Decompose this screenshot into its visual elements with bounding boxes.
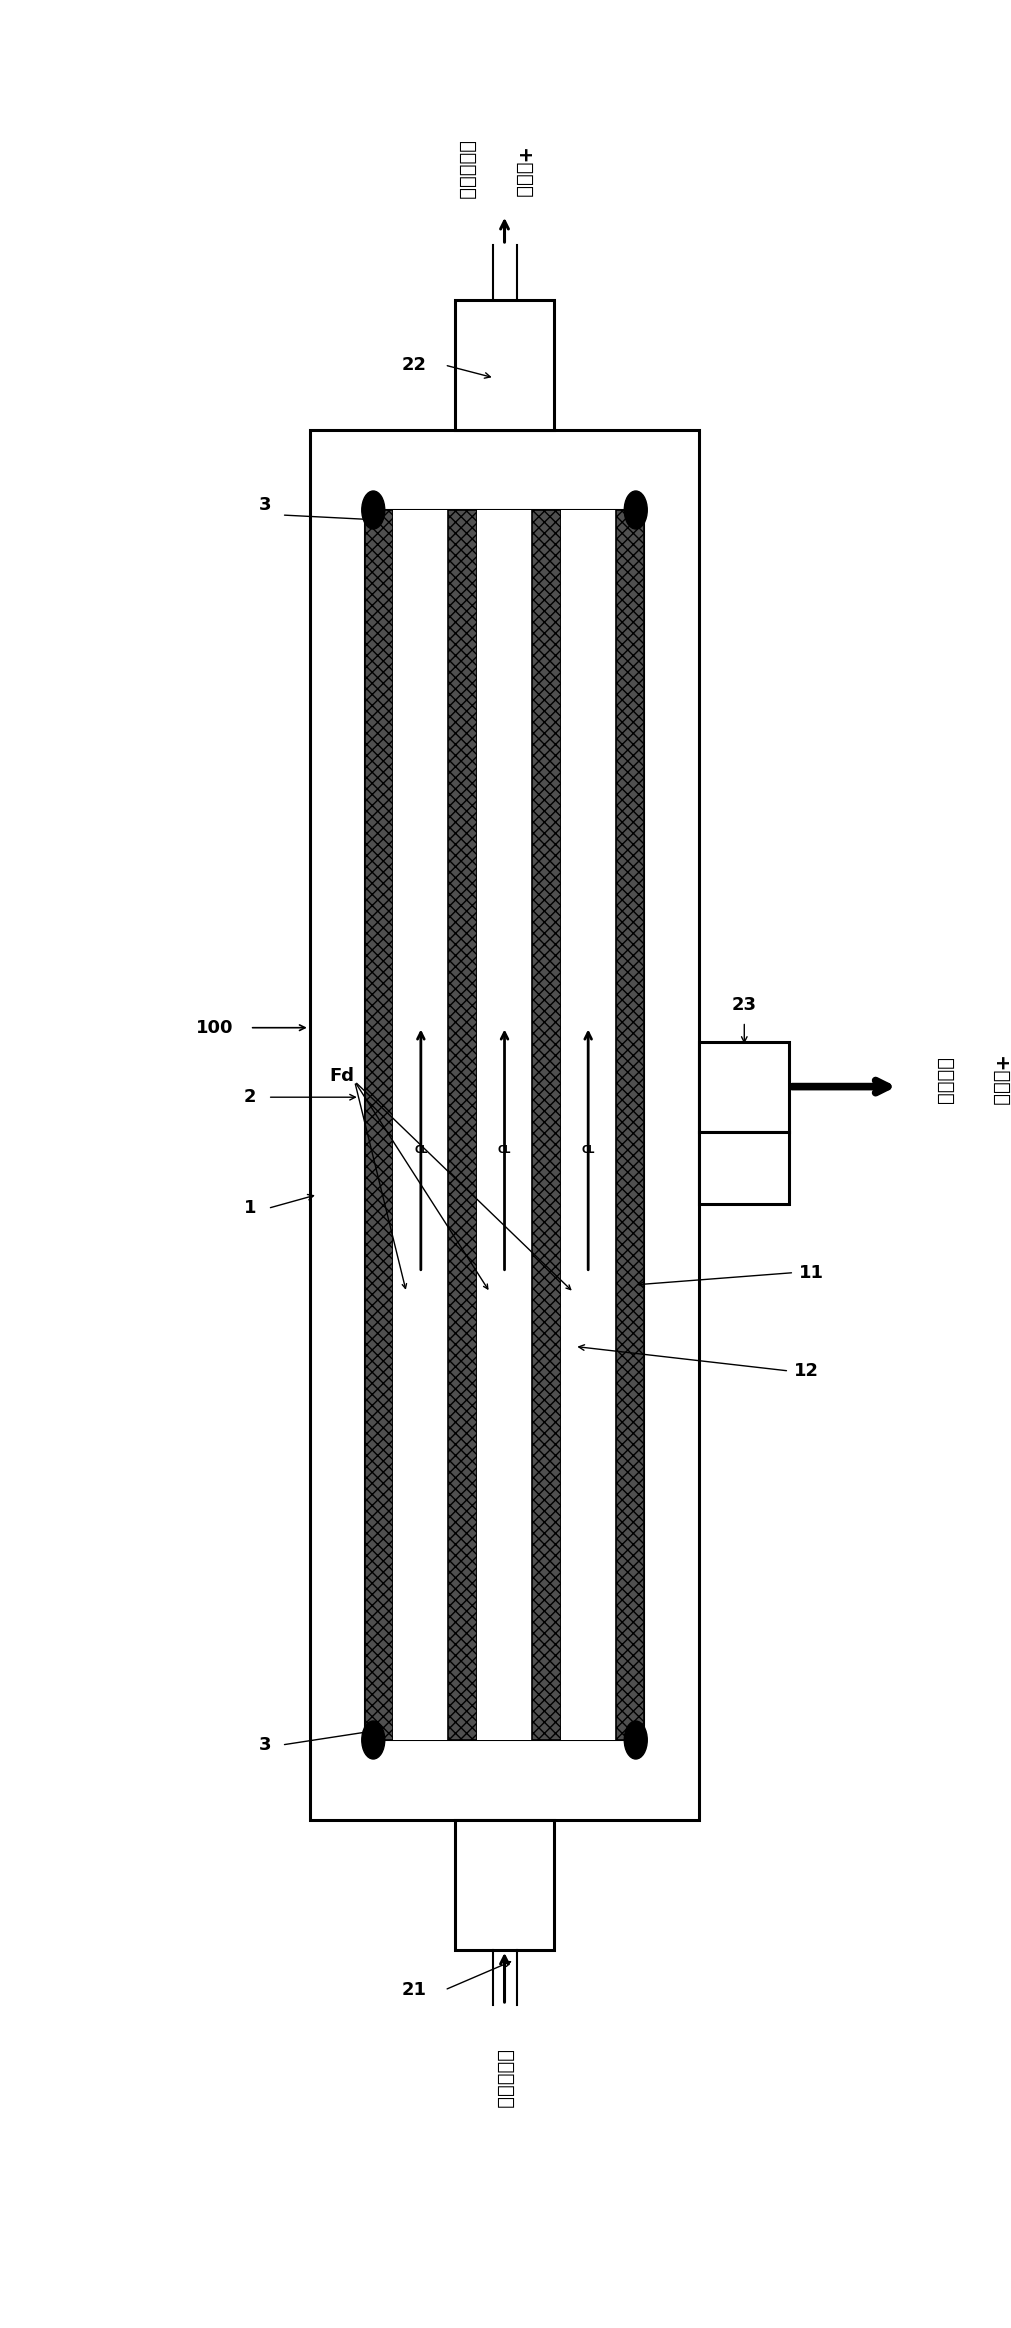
Text: 2: 2 bbox=[244, 1087, 256, 1106]
Bar bbox=[393, 510, 448, 1739]
Text: 22: 22 bbox=[401, 356, 427, 375]
Text: 干燥用气体: 干燥用气体 bbox=[495, 2051, 514, 2109]
Text: 23: 23 bbox=[732, 996, 757, 1013]
Bar bbox=[477, 510, 532, 1739]
Bar bbox=[700, 1041, 790, 1131]
Ellipse shape bbox=[362, 1720, 385, 1760]
Bar bbox=[455, 300, 554, 431]
Text: 透过气体: 透过气体 bbox=[934, 1059, 953, 1106]
Bar bbox=[700, 1131, 790, 1204]
Text: 12: 12 bbox=[795, 1362, 819, 1381]
Ellipse shape bbox=[624, 491, 647, 528]
Bar bbox=[455, 1820, 554, 1951]
Text: CL: CL bbox=[497, 1145, 512, 1155]
Text: Fd: Fd bbox=[330, 1066, 355, 1085]
Text: 3: 3 bbox=[259, 496, 271, 514]
Bar bbox=[616, 510, 644, 1739]
Text: 11: 11 bbox=[800, 1264, 824, 1283]
Text: CL: CL bbox=[415, 1145, 428, 1155]
Bar bbox=[561, 510, 616, 1739]
Ellipse shape bbox=[624, 1720, 647, 1760]
Bar bbox=[532, 510, 561, 1739]
Bar bbox=[365, 510, 644, 1739]
Text: 1: 1 bbox=[244, 1199, 256, 1218]
Bar bbox=[448, 510, 477, 1739]
Text: 21: 21 bbox=[401, 1981, 427, 2000]
Text: 3: 3 bbox=[259, 1737, 271, 1753]
Text: +水蒸气: +水蒸气 bbox=[513, 149, 532, 200]
Bar bbox=[365, 510, 393, 1739]
Text: 100: 100 bbox=[196, 1020, 234, 1036]
Bar bbox=[309, 431, 700, 1820]
Ellipse shape bbox=[362, 491, 385, 528]
Text: CL: CL bbox=[581, 1145, 594, 1155]
Text: +水蒸气: +水蒸气 bbox=[990, 1055, 1009, 1108]
Text: 干燥用气体: 干燥用气体 bbox=[457, 142, 476, 200]
